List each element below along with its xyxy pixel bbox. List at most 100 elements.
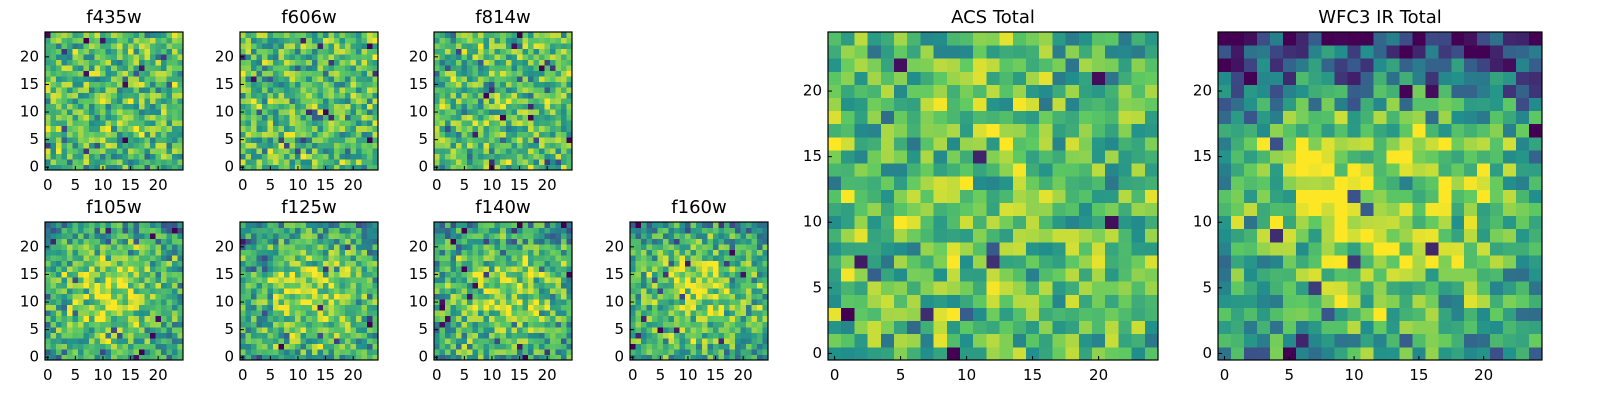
heatmap-cell	[171, 227, 178, 234]
heatmap-cell	[522, 315, 529, 322]
heatmap-cell	[122, 293, 129, 300]
heatmap-cell	[361, 310, 368, 317]
heatmap-cell	[1012, 268, 1027, 282]
heatmap-cell	[740, 343, 747, 350]
heatmap-cell	[538, 109, 545, 116]
heatmap-cell	[729, 260, 736, 267]
heatmap-cell	[999, 228, 1014, 243]
heatmap-cell	[986, 241, 1000, 256]
heatmap-cell	[646, 321, 653, 328]
heatmap-cell	[94, 37, 101, 44]
heatmap-cell	[740, 348, 747, 355]
heatmap-cell	[328, 255, 335, 262]
heatmap-cell	[67, 293, 73, 300]
heatmap-cell	[111, 304, 118, 311]
heatmap-cell	[478, 337, 485, 344]
heatmap-cell	[630, 304, 636, 311]
heatmap-cell	[100, 244, 107, 250]
heatmap-cell	[372, 59, 379, 66]
heatmap-cell	[1012, 150, 1027, 164]
heatmap-cell	[657, 222, 664, 228]
heatmap-cell	[522, 125, 529, 132]
heatmap-cell	[133, 304, 140, 311]
heatmap-cell	[160, 288, 167, 295]
heatmap-cell	[696, 249, 703, 256]
heatmap-cell	[155, 222, 162, 228]
heatmap-cell	[83, 131, 90, 138]
heatmap-cell	[278, 326, 285, 333]
heatmap-cell	[317, 348, 324, 355]
heatmap-cell	[483, 120, 490, 127]
heatmap-cell	[116, 343, 123, 350]
heatmap-cell	[828, 189, 842, 203]
heatmap-cell	[555, 354, 562, 361]
heatmap-cell	[494, 337, 501, 344]
heatmap-cell	[116, 266, 123, 273]
heatmap-cell	[251, 271, 257, 278]
heatmap-cell	[679, 304, 686, 311]
heatmap-cell	[1065, 123, 1080, 138]
heatmap-cell	[111, 310, 118, 317]
heatmap-cell	[166, 244, 173, 250]
heatmap-cell	[61, 343, 68, 350]
heatmap-cell	[295, 293, 302, 300]
heatmap-cell	[100, 136, 107, 143]
heatmap-cell	[94, 282, 101, 289]
heatmap-cell	[483, 59, 490, 66]
y-tick-label: 5	[224, 130, 234, 148]
heatmap-cell	[350, 249, 357, 256]
heatmap-cell	[339, 271, 346, 278]
heatmap-cell	[439, 304, 446, 311]
heatmap-cell	[999, 136, 1014, 151]
heatmap-cell	[630, 233, 636, 239]
heatmap-cell	[450, 114, 457, 121]
heatmap-cell	[361, 142, 368, 149]
heatmap-cell	[439, 238, 446, 245]
heatmap-cell	[144, 87, 151, 94]
heatmap-cell	[89, 59, 96, 66]
heatmap-cell	[256, 282, 263, 289]
heatmap-cell	[50, 76, 57, 83]
heatmap-cell	[1118, 320, 1132, 335]
heatmap-cell	[311, 332, 318, 339]
heatmap-cell	[701, 310, 708, 317]
heatmap-cell	[89, 164, 96, 171]
heatmap-cell	[1078, 281, 1093, 295]
heatmap-cell	[322, 114, 329, 121]
heatmap-cell	[89, 238, 96, 245]
heatmap-cell	[361, 147, 368, 154]
heatmap-cell	[718, 282, 725, 289]
heatmap-cell	[729, 249, 736, 256]
heatmap-cell	[456, 164, 462, 171]
heatmap-cell	[317, 299, 324, 306]
heatmap-cell	[729, 332, 736, 339]
heatmap-cell	[83, 120, 90, 127]
heatmap-cell	[61, 260, 68, 267]
heatmap-cell	[1078, 202, 1093, 217]
heatmap-cell	[355, 136, 362, 143]
heatmap-cell	[652, 332, 658, 339]
heatmap-cell	[89, 109, 96, 116]
heatmap-cell	[89, 260, 96, 267]
heatmap-cell	[434, 125, 440, 132]
heatmap-cell	[555, 109, 562, 116]
heatmap-cell	[177, 227, 184, 234]
heatmap-cell	[544, 125, 551, 132]
heatmap-cell	[522, 288, 529, 295]
heatmap-cell	[67, 65, 73, 72]
y-tick-label: 20	[20, 47, 39, 65]
heatmap-cell	[295, 266, 302, 273]
heatmap-cell	[986, 228, 1000, 243]
heatmap-cell	[333, 354, 340, 361]
heatmap-cell	[461, 37, 468, 44]
heatmap-cell	[701, 348, 708, 355]
heatmap-cell	[105, 32, 112, 38]
heatmap-cell	[273, 244, 280, 250]
heatmap-cell	[295, 304, 302, 311]
heatmap-cell	[289, 299, 296, 306]
heatmap-cell	[300, 299, 307, 306]
heatmap-cell	[494, 48, 501, 55]
heatmap-cell	[94, 326, 101, 333]
heatmap-cell	[668, 315, 675, 322]
heatmap-cell	[679, 293, 686, 300]
